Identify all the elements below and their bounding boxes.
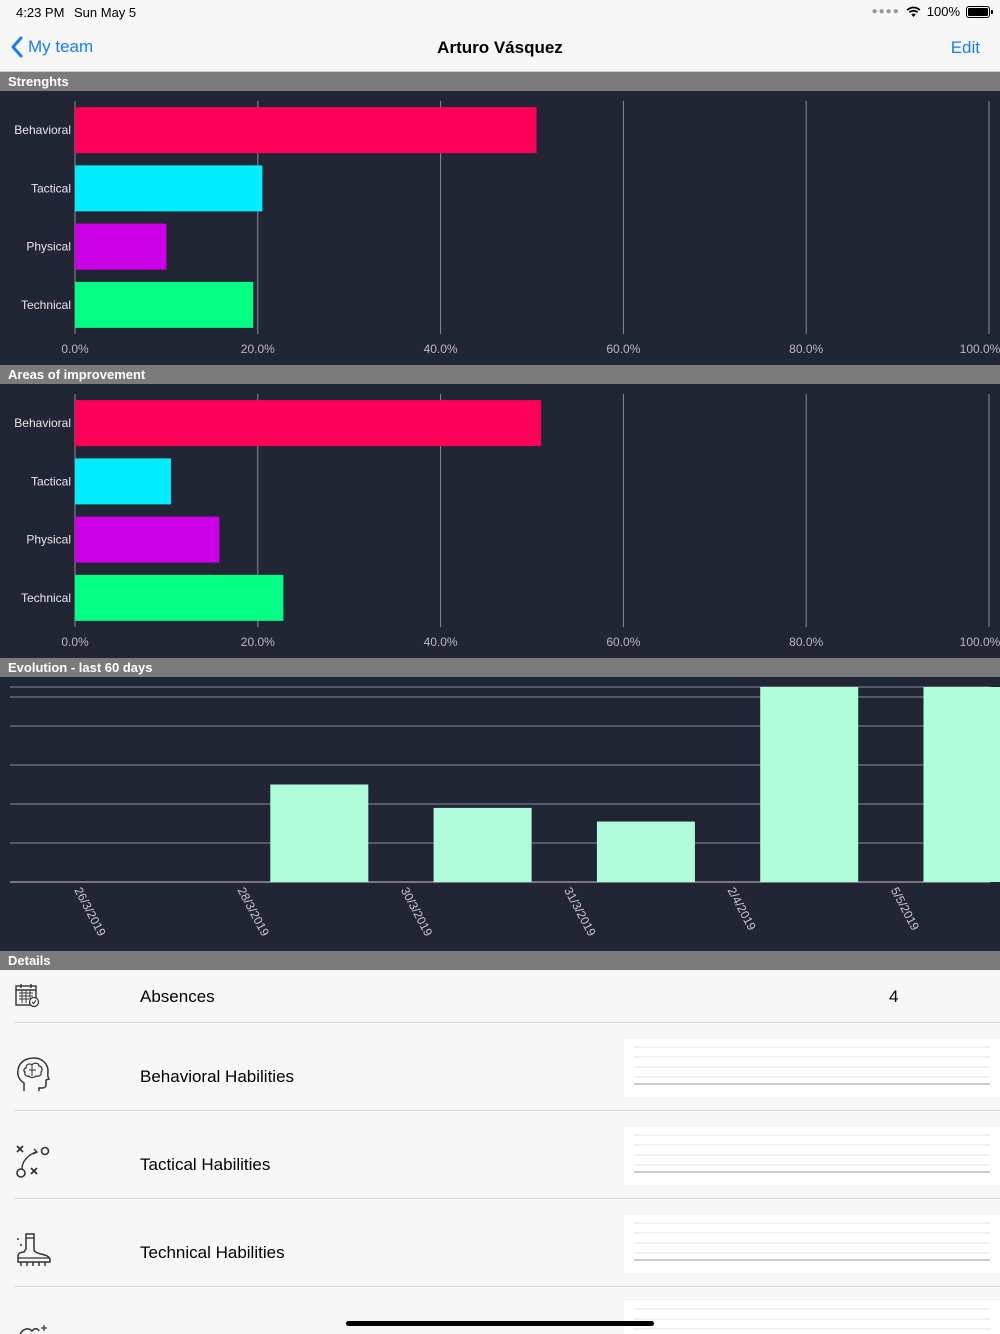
improvement-chart-panel: 0.0% 20.0% 40.0% 60.0% 80.0% 100.0% Behavioral… xyxy=(0,384,1000,658)
detail-label-behavioral: Behavioral Habilities xyxy=(140,1067,295,1086)
brain-head-icon xyxy=(17,1057,51,1091)
improvement-x-tick-label: 60.0% xyxy=(606,635,640,649)
evolution-bar xyxy=(270,784,369,882)
back-button-label: My team xyxy=(28,37,94,56)
strengths-bar-physical xyxy=(75,223,167,270)
improvement-x-tick-label: 100.0% xyxy=(960,635,1000,649)
improvement-category-label: Tactical xyxy=(31,474,71,488)
strengths-chart-panel: 0.0% 20.0% 40.0% 60.0% 80.0% 100.0% Behavioral… xyxy=(0,91,1000,365)
detail-row-technical[interactable]: Technical Habilities xyxy=(0,1199,1000,1287)
strengths-bar-tactical xyxy=(75,165,263,212)
strengths-x-tick-label: 40.0% xyxy=(424,342,458,356)
technical-mini-chart xyxy=(624,1215,1000,1273)
strengths-x-tick-label: 100.0% xyxy=(960,342,1000,356)
strengths-bar-technical xyxy=(75,281,254,328)
strengths-chart: 0.0% 20.0% 40.0% 60.0% 80.0% 100.0% Behavioral… xyxy=(14,101,1000,356)
detail-label-absences: Absences xyxy=(140,987,215,1006)
evolution-chart: 26/3/2019 28/3/2019 30/3/2019 31/3/2019 2/4/… xyxy=(10,686,1000,939)
detail-value-absences: 4 xyxy=(889,987,899,1006)
improvement-bar-technical xyxy=(75,574,284,621)
strengths-x-tick-label: 80.0% xyxy=(789,342,823,356)
evolution-bar xyxy=(596,821,695,882)
section-header-strengths: Strenghts xyxy=(0,72,1000,91)
evolution-x-tick-label: 30/3/2019 xyxy=(398,885,436,939)
improvement-category-label: Behavioral xyxy=(14,416,71,430)
strengths-x-tick-label: 0.0% xyxy=(61,342,89,356)
evolution-x-tick-label: 31/3/2019 xyxy=(561,885,599,939)
back-button[interactable]: My team xyxy=(10,36,93,58)
page-title: Arturo Vásquez xyxy=(437,38,563,57)
strengths-category-label: Technical xyxy=(21,298,71,312)
calendar-icon xyxy=(15,984,40,1008)
status-indicators: ●●●● 100% xyxy=(871,4,993,19)
improvement-category-label: Technical xyxy=(21,591,71,605)
physical-icon xyxy=(19,1325,47,1334)
evolution-x-tick-label: 28/3/2019 xyxy=(235,885,273,939)
behavioral-mini-chart xyxy=(624,1039,1000,1097)
improvement-x-tick-label: 20.0% xyxy=(241,635,275,649)
strengths-category-label: Physical xyxy=(26,240,71,254)
strengths-category-label: Behavioral xyxy=(14,123,71,137)
improvement-category-label: Physical xyxy=(26,533,71,547)
detail-row-absences[interactable]: Absences 4 xyxy=(0,970,1000,1023)
status-date: Sun May 5 xyxy=(74,5,137,20)
cellular-signal-icon: ●●●● xyxy=(871,6,900,17)
detail-label-technical: Technical Habilities xyxy=(140,1243,285,1262)
improvement-x-tick-label: 40.0% xyxy=(424,635,458,649)
improvement-x-tick-label: 0.0% xyxy=(61,635,89,649)
evolution-chart-panel: 26/3/2019 28/3/2019 30/3/2019 31/3/2019 2/4/… xyxy=(0,677,1000,951)
evolution-bar xyxy=(433,807,532,882)
evolution-x-tick-label: 5/5/2019 xyxy=(888,885,922,933)
edit-button[interactable]: Edit xyxy=(950,38,980,57)
home-indicator[interactable] xyxy=(346,1321,654,1326)
navigation-bar: My team Arturo Vásquez Edit xyxy=(0,24,1000,72)
improvement-x-tick-label: 80.0% xyxy=(789,635,823,649)
improvement-bar-physical xyxy=(75,516,220,563)
section-header-evolution: Evolution - last 60 days xyxy=(0,658,1000,677)
tactics-icon xyxy=(16,1145,50,1178)
evolution-x-tick-label: 2/4/2019 xyxy=(725,885,759,933)
strengths-bar-behavioral xyxy=(75,107,537,154)
improvement-bar-tactical xyxy=(75,458,171,505)
strengths-x-tick-label: 20.0% xyxy=(241,342,275,356)
evolution-x-tick-label: 26/3/2019 xyxy=(71,885,109,939)
section-header-improvement: Areas of improvement xyxy=(0,365,1000,384)
evolution-bar xyxy=(923,687,1000,882)
soccer-boot-icon xyxy=(17,1233,51,1266)
detail-row-partial[interactable] xyxy=(0,1287,1000,1334)
evolution-bar xyxy=(760,687,859,882)
battery-icon xyxy=(966,5,993,18)
battery-percent: 100% xyxy=(926,4,960,19)
improvement-chart: 0.0% 20.0% 40.0% 60.0% 80.0% 100.0% Behavioral… xyxy=(14,394,1000,649)
tactical-mini-chart xyxy=(624,1127,1000,1185)
strengths-category-label: Tactical xyxy=(31,181,71,195)
chevron-left-icon xyxy=(11,36,23,58)
status-time: 4:23 PM xyxy=(16,5,65,20)
strengths-x-tick-label: 60.0% xyxy=(606,342,640,356)
wifi-icon xyxy=(906,6,921,17)
improvement-bar-behavioral xyxy=(75,400,542,447)
status-bar: 4:23 PM Sun May 5 ●●●● 100% xyxy=(0,0,1000,24)
detail-row-tactical[interactable]: Tactical Habilities xyxy=(0,1111,1000,1199)
partial-mini-chart xyxy=(624,1301,1000,1334)
detail-row-behavioral[interactable]: Behavioral Habilities xyxy=(0,1023,1000,1111)
section-header-details: Details xyxy=(0,951,1000,970)
detail-label-tactical: Tactical Habilities xyxy=(140,1155,271,1174)
